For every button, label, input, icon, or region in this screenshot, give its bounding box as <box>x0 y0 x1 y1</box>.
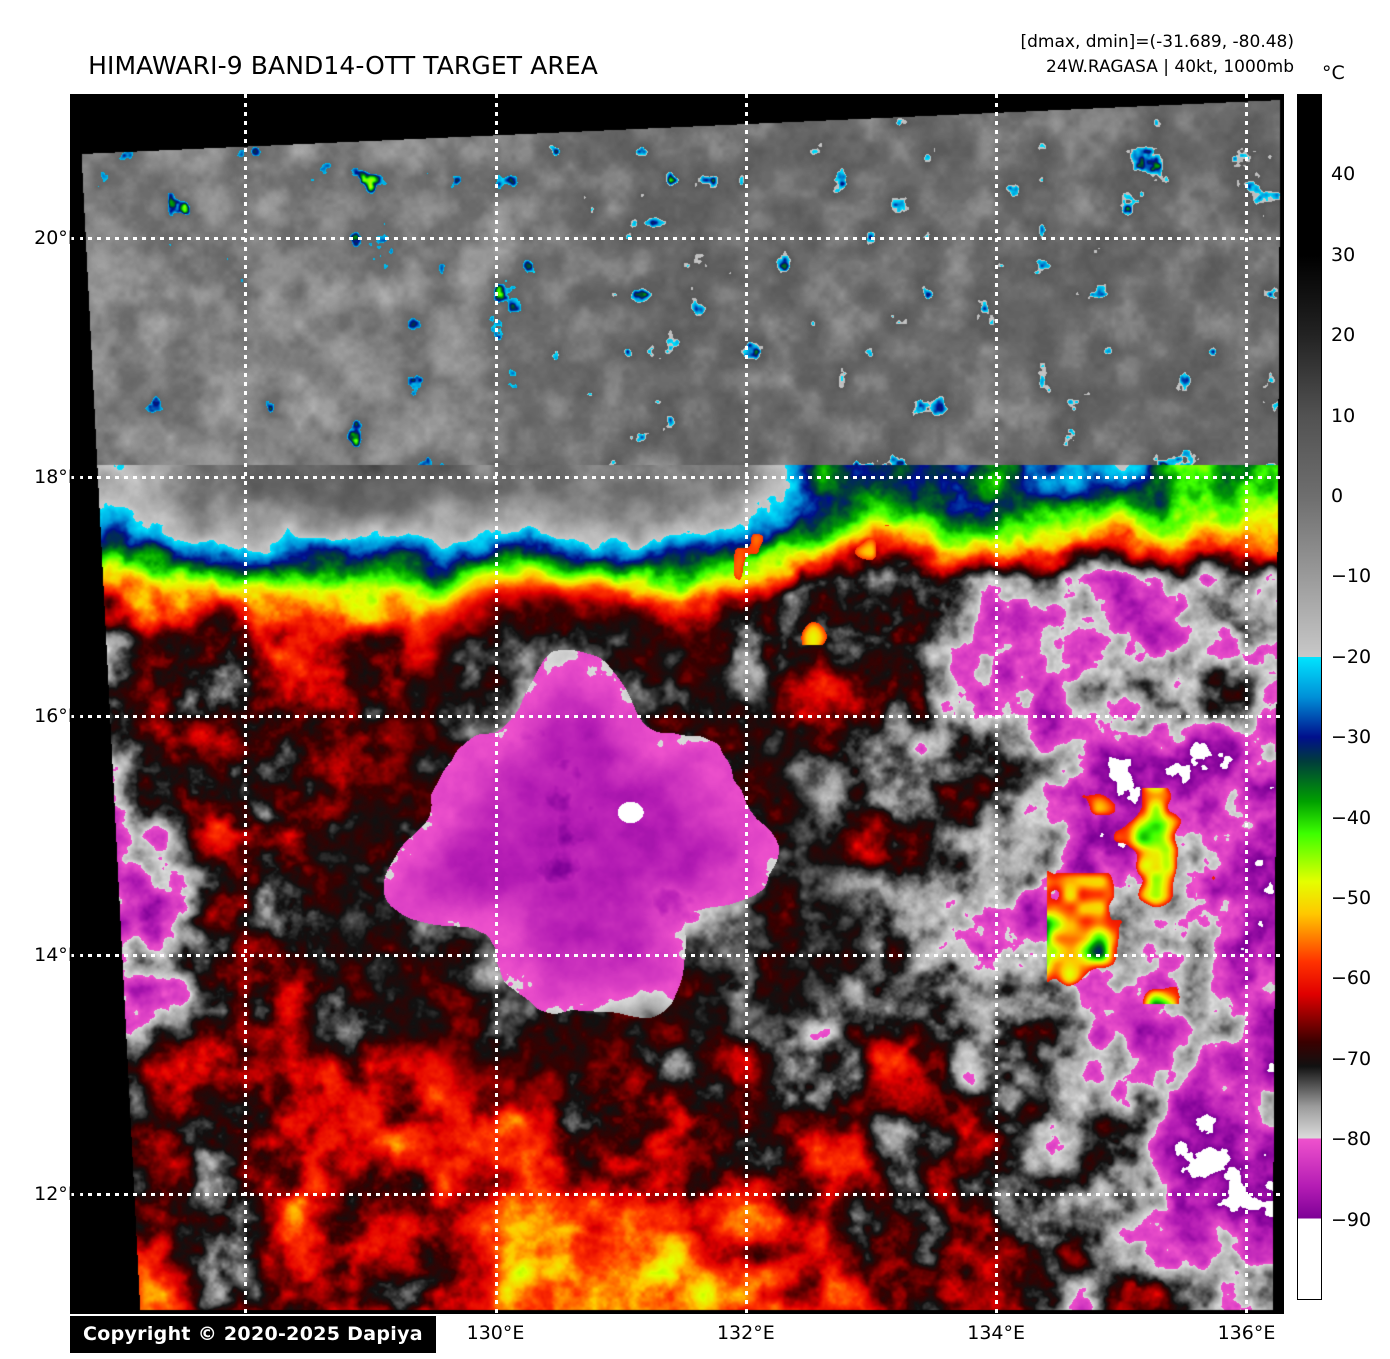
colorbar-tick--90: −90 <box>1331 1208 1372 1231</box>
y-tick-label-12: 12°N <box>34 1183 82 1206</box>
y-tick-label-20: 20°N <box>34 226 82 249</box>
satellite-image-plot[interactable] <box>70 94 1284 1314</box>
dmax-dmin-readout: [dmax, dmin]=(-31.689, -80.48) <box>1020 32 1295 52</box>
colorbar-tick-20: 20 <box>1331 324 1356 347</box>
infrared-satellite-heatmap <box>70 94 1284 1314</box>
y-tick-label-16: 16°N <box>34 704 82 727</box>
storm-identifier-readout: 24W.RAGASA | 40kt, 1000mb <box>1046 57 1294 77</box>
colorbar-unit-label: °C <box>1322 62 1345 84</box>
colorbar-tick--80: −80 <box>1331 1128 1372 1151</box>
temperature-colorbar[interactable] <box>1297 94 1322 1300</box>
colorbar-tick-0: 0 <box>1331 485 1344 507</box>
x-tick-label-136: 136°E <box>1217 1322 1276 1344</box>
colorbar-tick--10: −10 <box>1331 565 1372 588</box>
colorbar-tick-30: 30 <box>1331 243 1356 266</box>
colorbar-tick--40: −40 <box>1331 806 1372 829</box>
colorbar-tick--60: −60 <box>1331 967 1372 990</box>
colorbar-tick--30: −30 <box>1331 726 1372 749</box>
colorbar-tick--70: −70 <box>1331 1047 1372 1070</box>
x-tick-label-130: 130°E <box>466 1322 525 1344</box>
y-tick-label-18: 18°N <box>34 465 82 488</box>
x-tick-label-134: 134°E <box>967 1322 1026 1344</box>
colorbar-tick-40: 40 <box>1331 163 1356 186</box>
colorbar-tick-10: 10 <box>1331 404 1356 427</box>
y-tick-label-14: 14°N <box>34 944 82 967</box>
header-metadata: [dmax, dmin]=(-31.689, -80.48) 24W.RAGAS… <box>1021 30 1295 80</box>
colorbar-tick--20: −20 <box>1331 645 1372 668</box>
title-line-product: HIMAWARI-9 BAND14-OTT TARGET AREA <box>88 51 598 80</box>
copyright-banner: Copyright © 2020-2025 Dapiya <box>70 1316 436 1353</box>
x-tick-label-132: 132°E <box>716 1322 775 1344</box>
colorbar-tick--50: −50 <box>1331 887 1372 909</box>
colorbar-gradient <box>1298 95 1321 1299</box>
